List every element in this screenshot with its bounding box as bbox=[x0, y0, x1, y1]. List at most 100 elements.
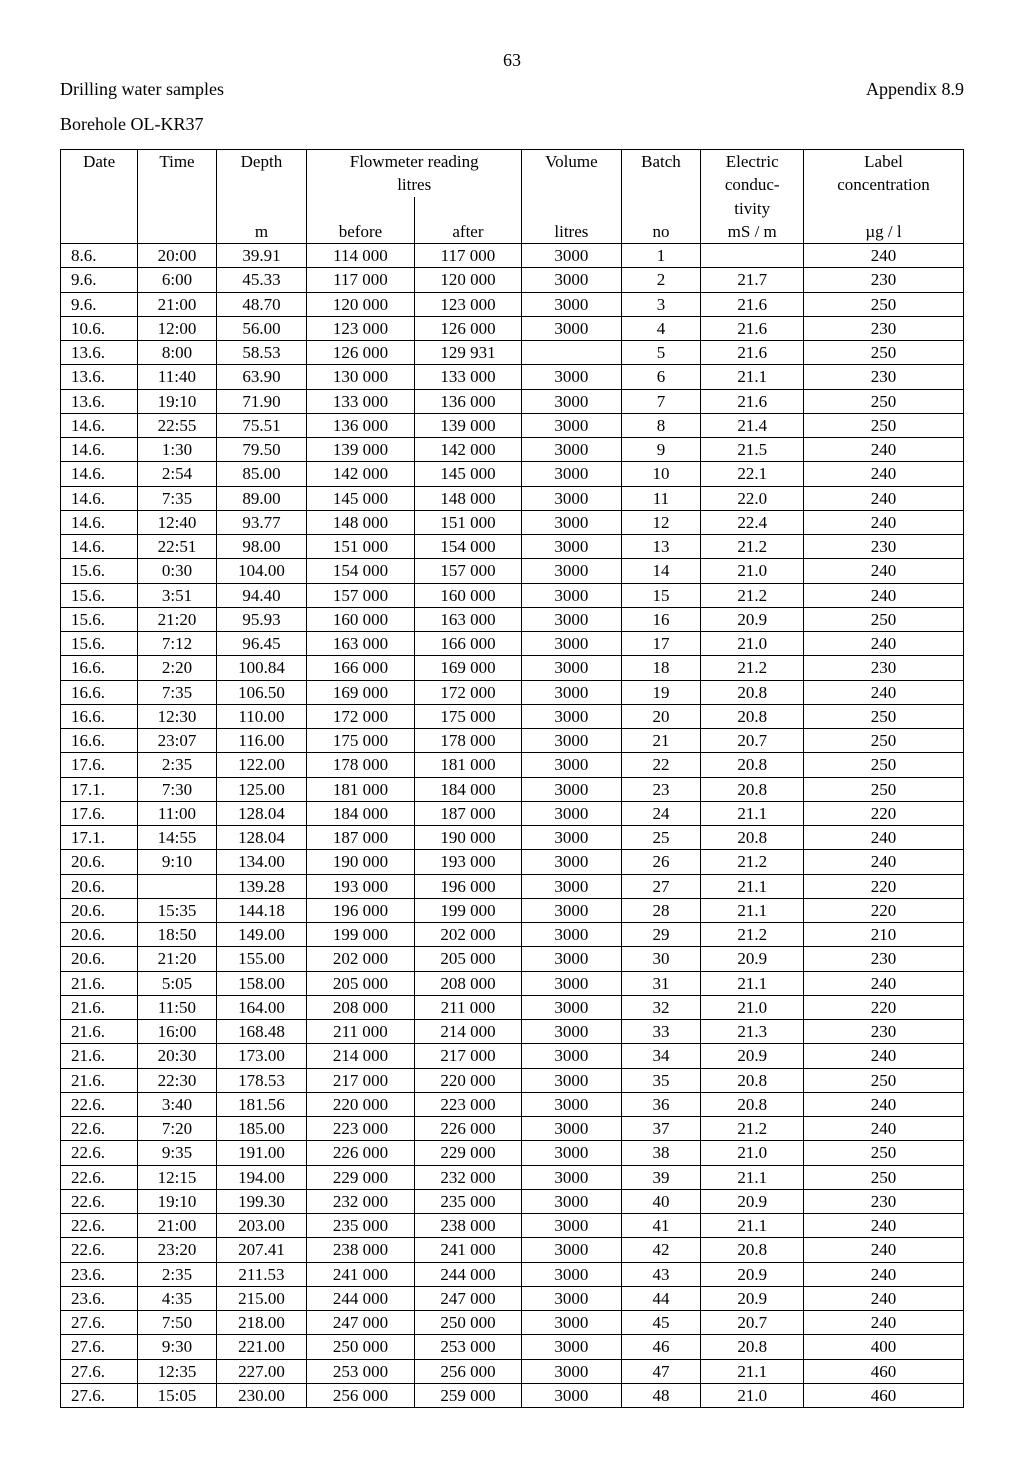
table-cell: 16.6. bbox=[61, 729, 138, 753]
table-cell: 202 000 bbox=[307, 947, 414, 971]
table-cell: 230 bbox=[804, 365, 964, 389]
table-cell: 4 bbox=[621, 316, 701, 340]
table-cell: 220 bbox=[804, 874, 964, 898]
table-cell: 126 000 bbox=[307, 341, 414, 365]
subtitle: Borehole OL-KR37 bbox=[60, 114, 964, 135]
table-cell: 11 bbox=[621, 486, 701, 510]
table-cell: 117 000 bbox=[307, 268, 414, 292]
table-cell: 3:51 bbox=[138, 583, 216, 607]
col-volume: Volume bbox=[522, 150, 621, 174]
table-cell: 20.8 bbox=[701, 753, 804, 777]
blank bbox=[216, 197, 307, 220]
table-row: 20.6.139.28193 000196 00030002721.1220 bbox=[61, 874, 964, 898]
table-cell: 20.8 bbox=[701, 1238, 804, 1262]
table-cell: 20.8 bbox=[701, 826, 804, 850]
table-cell: 21.0 bbox=[701, 995, 804, 1019]
table-cell: 11:00 bbox=[138, 801, 216, 825]
table-cell: 3000 bbox=[522, 413, 621, 437]
table-cell: 20.6. bbox=[61, 874, 138, 898]
table-header: Date Time Depth Flowmeter reading Volume… bbox=[61, 150, 964, 244]
table-cell: 148 000 bbox=[307, 510, 414, 534]
table-cell: 190 000 bbox=[414, 826, 522, 850]
table-cell: 3000 bbox=[522, 268, 621, 292]
table-cell: 33 bbox=[621, 1020, 701, 1044]
table-row: 15.6.21:2095.93160 000163 00030001620.92… bbox=[61, 607, 964, 631]
table-cell: 240 bbox=[804, 1262, 964, 1286]
table-cell: 128.04 bbox=[216, 826, 307, 850]
table-cell: 3000 bbox=[522, 1286, 621, 1310]
table-row: 14.6.2:5485.00142 000145 00030001022.124… bbox=[61, 462, 964, 486]
table-cell: 253 000 bbox=[307, 1359, 414, 1383]
table-cell: 160 000 bbox=[414, 583, 522, 607]
table-cell: 3000 bbox=[522, 438, 621, 462]
table-cell: 241 000 bbox=[414, 1238, 522, 1262]
table-cell: 244 000 bbox=[414, 1262, 522, 1286]
table-cell: 7:35 bbox=[138, 486, 216, 510]
table-cell: 22.6. bbox=[61, 1117, 138, 1141]
table-cell: 203.00 bbox=[216, 1214, 307, 1238]
table-cell: 166 000 bbox=[307, 656, 414, 680]
table-cell: 217 000 bbox=[307, 1068, 414, 1092]
table-cell: 13.6. bbox=[61, 389, 138, 413]
table-cell: 208 000 bbox=[307, 995, 414, 1019]
table-cell: 9.6. bbox=[61, 292, 138, 316]
table-cell: 20.8 bbox=[701, 1335, 804, 1359]
table-cell: 178.53 bbox=[216, 1068, 307, 1092]
table-cell: 20.9 bbox=[701, 1262, 804, 1286]
table-cell: 160 000 bbox=[307, 607, 414, 631]
table-cell: 123 000 bbox=[414, 292, 522, 316]
table-cell: 250 bbox=[804, 607, 964, 631]
table-cell: 21.2 bbox=[701, 535, 804, 559]
table-cell: 240 bbox=[804, 1238, 964, 1262]
table-cell: 154 000 bbox=[414, 535, 522, 559]
table-cell: 18 bbox=[621, 656, 701, 680]
table-cell: 220 000 bbox=[414, 1068, 522, 1092]
table-cell: 136 000 bbox=[307, 413, 414, 437]
table-cell: 178 000 bbox=[414, 729, 522, 753]
table-cell: 15.6. bbox=[61, 583, 138, 607]
table-cell: 44 bbox=[621, 1286, 701, 1310]
table-cell: 240 bbox=[804, 559, 964, 583]
table-cell: 21.1 bbox=[701, 898, 804, 922]
table-cell: 5:05 bbox=[138, 971, 216, 995]
table-cell: 14.6. bbox=[61, 535, 138, 559]
table-cell: 12:00 bbox=[138, 316, 216, 340]
table-cell: 230 bbox=[804, 947, 964, 971]
table-cell: 16.6. bbox=[61, 680, 138, 704]
table-cell: 187 000 bbox=[414, 801, 522, 825]
table-cell: 47 bbox=[621, 1359, 701, 1383]
table-cell: 123 000 bbox=[307, 316, 414, 340]
table-cell: 7:30 bbox=[138, 777, 216, 801]
table-cell: 23 bbox=[621, 777, 701, 801]
table-cell: 163 000 bbox=[307, 632, 414, 656]
table-cell: 89.00 bbox=[216, 486, 307, 510]
table-cell: 172 000 bbox=[414, 680, 522, 704]
table-cell: 20.8 bbox=[701, 777, 804, 801]
table-cell: 22.4 bbox=[701, 510, 804, 534]
table-cell: 14.6. bbox=[61, 486, 138, 510]
table-cell: 3000 bbox=[522, 1117, 621, 1141]
table-cell: 21.2 bbox=[701, 583, 804, 607]
table-cell: 85.00 bbox=[216, 462, 307, 486]
table-cell: 128.04 bbox=[216, 801, 307, 825]
table-cell: 20.6. bbox=[61, 850, 138, 874]
table-cell: 21.1 bbox=[701, 1359, 804, 1383]
table-cell: 1 bbox=[621, 244, 701, 268]
table-cell: 16 bbox=[621, 607, 701, 631]
table-cell: 3000 bbox=[522, 704, 621, 728]
table-cell: 22:30 bbox=[138, 1068, 216, 1092]
table-cell: 9:30 bbox=[138, 1335, 216, 1359]
table-cell: 21:00 bbox=[138, 292, 216, 316]
table-cell: 20.6. bbox=[61, 947, 138, 971]
table-cell: 163 000 bbox=[414, 607, 522, 631]
blank bbox=[216, 173, 307, 196]
table-cell: 130 000 bbox=[307, 365, 414, 389]
table-cell: 133 000 bbox=[307, 389, 414, 413]
table-cell: 196 000 bbox=[307, 898, 414, 922]
table-cell: 27.6. bbox=[61, 1383, 138, 1407]
col-time: Time bbox=[138, 150, 216, 174]
col-depth-unit: m bbox=[216, 220, 307, 244]
col-volume-unit: litres bbox=[522, 220, 621, 244]
table-cell: 21.6. bbox=[61, 1044, 138, 1068]
table-cell: 23:07 bbox=[138, 729, 216, 753]
